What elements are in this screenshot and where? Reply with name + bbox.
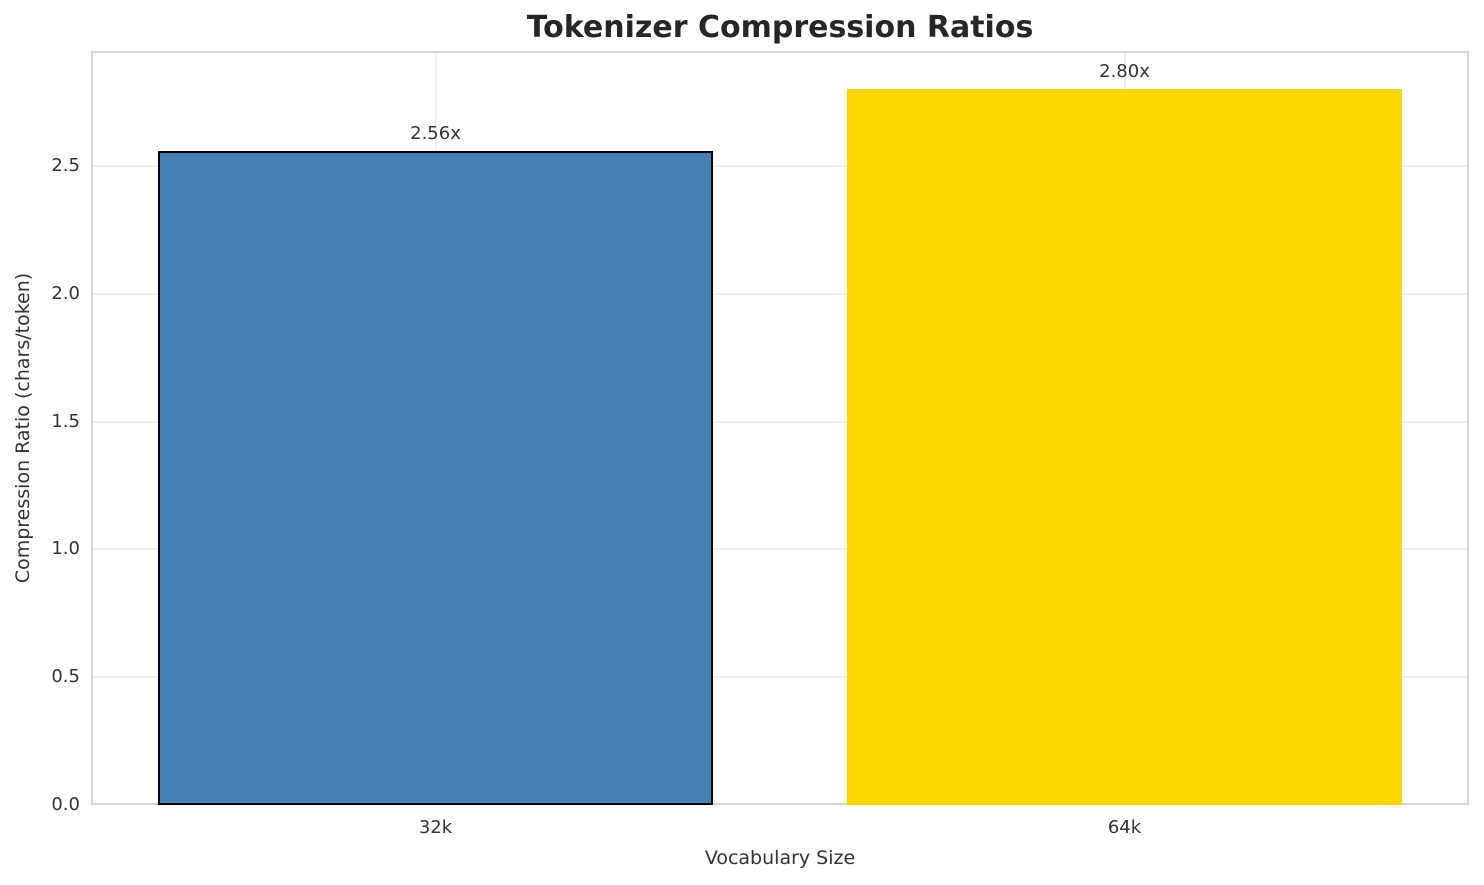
bar-value-label-64k: 2.80x bbox=[1099, 61, 1150, 83]
y-tick-label-0.0: 0.0 bbox=[51, 794, 80, 815]
plot-area-border bbox=[91, 51, 1469, 805]
y-tick-label-0.5: 0.5 bbox=[51, 666, 80, 688]
chart-title: Tokenizer Compression Ratios bbox=[526, 10, 1034, 45]
x-tick-label-64k: 64k bbox=[1107, 817, 1142, 838]
bar-32k bbox=[158, 150, 713, 805]
y-tick-label-2.0: 2.0 bbox=[51, 282, 80, 304]
gridline-y-1.0 bbox=[91, 548, 1469, 551]
x-axis-label: Vocabulary Size bbox=[704, 847, 856, 869]
gridline-y-1.5 bbox=[91, 420, 1469, 423]
y-tick-label-1.5: 1.5 bbox=[51, 410, 80, 432]
bar-value-label-32k: 2.56x bbox=[410, 122, 461, 144]
bar-64k bbox=[847, 89, 1402, 805]
y-tick-label-1.0: 1.0 bbox=[51, 538, 80, 560]
y-tick-label-2.5: 2.5 bbox=[51, 155, 80, 177]
gridline-y-0.5 bbox=[91, 676, 1469, 679]
gridline-y-2.0 bbox=[91, 292, 1469, 295]
gridline-y-2.5 bbox=[91, 165, 1469, 168]
x-tick-label-32k: 32k bbox=[418, 817, 453, 838]
